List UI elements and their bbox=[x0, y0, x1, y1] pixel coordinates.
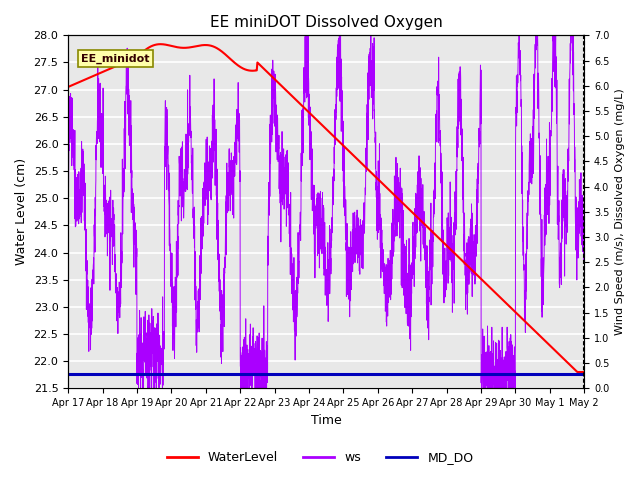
ws bbox=[262, 354, 270, 360]
WaterLevel bbox=[509, 307, 517, 313]
ws bbox=[571, 124, 579, 130]
ws bbox=[515, 33, 523, 38]
WaterLevel bbox=[64, 84, 72, 90]
Line: WaterLevel: WaterLevel bbox=[68, 44, 584, 372]
ws bbox=[580, 195, 588, 201]
WaterLevel bbox=[378, 180, 386, 186]
MD_DO bbox=[64, 372, 72, 377]
Title: EE miniDOT Dissolved Oxygen: EE miniDOT Dissolved Oxygen bbox=[210, 15, 443, 30]
WaterLevel bbox=[157, 41, 164, 47]
MD_DO bbox=[309, 372, 317, 377]
MD_DO bbox=[487, 372, 495, 377]
ws bbox=[64, 135, 72, 141]
MD_DO bbox=[344, 372, 351, 377]
MD_DO bbox=[371, 372, 379, 377]
MD_DO bbox=[568, 372, 575, 377]
WaterLevel bbox=[365, 167, 372, 173]
MD_DO bbox=[312, 372, 320, 377]
WaterLevel bbox=[96, 70, 104, 76]
WaterLevel bbox=[580, 369, 588, 375]
WaterLevel bbox=[456, 256, 464, 262]
Line: ws: ws bbox=[68, 36, 584, 388]
MD_DO bbox=[580, 372, 588, 377]
X-axis label: Time: Time bbox=[311, 414, 342, 427]
ws bbox=[123, 74, 131, 80]
ws bbox=[302, 33, 310, 38]
ws bbox=[134, 385, 142, 391]
WaterLevel bbox=[574, 369, 582, 375]
Y-axis label: Water Level (cm): Water Level (cm) bbox=[15, 158, 28, 265]
Legend: WaterLevel, ws, MD_DO: WaterLevel, ws, MD_DO bbox=[161, 446, 479, 469]
ws bbox=[154, 359, 162, 364]
ws bbox=[285, 209, 292, 215]
WaterLevel bbox=[394, 195, 401, 201]
Text: EE_minidot: EE_minidot bbox=[81, 54, 150, 64]
Y-axis label: Wind Speed (m/s), Dissolved Oxygen (mg/L): Wind Speed (m/s), Dissolved Oxygen (mg/L… bbox=[615, 88, 625, 335]
